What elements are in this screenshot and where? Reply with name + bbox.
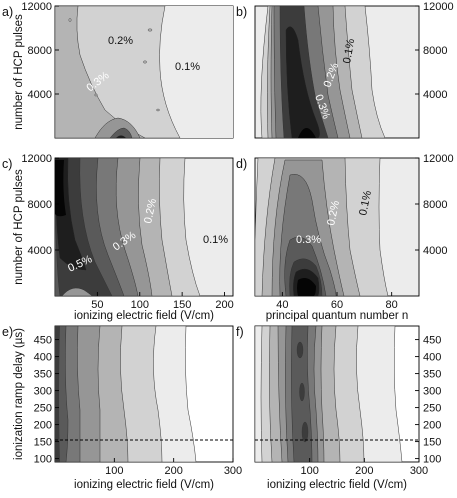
panel-d-letter: d) xyxy=(236,157,247,171)
panel-0-ytick-label-0: 4000 xyxy=(28,89,52,101)
panel-4-ytick-label-5: 350 xyxy=(34,369,52,381)
panel-b-letter: b) xyxy=(236,5,247,19)
panel-2-ytick-label-1: 8000 xyxy=(28,199,52,211)
panel-3-xtick-label-2: 80 xyxy=(386,299,398,311)
panel-a-ylabel: number of HCP pulses xyxy=(13,14,25,130)
panel-4-xtick-label-1: 200 xyxy=(164,465,182,477)
panel-a-level-5 xyxy=(109,127,133,138)
panel-4-xtick-label-0: 100 xyxy=(105,465,123,477)
panel-c-ylabel: number of HCP pulses xyxy=(13,169,25,285)
panel-2-xtick-label-3: 200 xyxy=(215,299,233,311)
panel-1-ytick-label-0: 4000 xyxy=(423,89,447,101)
panel-4-ytick-label-0: 100 xyxy=(34,454,52,466)
panel-e xyxy=(54,325,234,463)
panel-a-letter: a) xyxy=(2,5,13,19)
panel-f-contours xyxy=(255,326,403,462)
panel-5-ytick-label-5: 350 xyxy=(423,369,441,381)
panel-5-xtick-label-1: 200 xyxy=(355,465,373,477)
panel-4-ytick-label-6: 400 xyxy=(34,352,52,364)
panel-0-ytick-label-1: 8000 xyxy=(28,45,52,57)
panel-b-level-8 xyxy=(298,128,316,138)
axis-ticks: 4000 8000 12000 4000 8000 12000 4000 8000 12000 5… xyxy=(21,1,453,477)
panel-b xyxy=(254,5,420,139)
panel-c-xlabel: ionizing electric field (V/cm) xyxy=(74,310,214,322)
panel-e-xlabel: ionizing electric field (V/cm) xyxy=(74,479,214,491)
panel-1-ytick-label-2: 12000 xyxy=(423,1,454,13)
panel-d xyxy=(254,157,420,297)
panel-5-ytick-label-1: 150 xyxy=(423,437,441,449)
panel-b-contour-label-1: 0.1% xyxy=(341,38,357,65)
panel-c-contour-label-1: 0.2% xyxy=(142,197,159,224)
panel-4-xtick-label-2: 300 xyxy=(224,465,242,477)
panel-2-ytick-label-2: 12000 xyxy=(21,153,52,165)
panel-0-ytick-label-2: 12000 xyxy=(21,1,52,13)
panel-f-letter: f) xyxy=(236,325,244,339)
panel-5-ytick-label-2: 200 xyxy=(423,420,441,432)
panel-3-ytick-label-1: 8000 xyxy=(423,199,447,211)
panel-2-xtick-label-0: 50 xyxy=(91,299,103,311)
panel-1-ytick-label-1: 8000 xyxy=(423,45,447,57)
panel-c-level-9 xyxy=(55,160,66,217)
panel-f-dark-spots xyxy=(296,341,309,443)
panel-2-ytick-label-0: 4000 xyxy=(28,245,52,257)
panel-a-noise xyxy=(68,18,160,112)
panel-a-contour-label-1: 0.2% xyxy=(108,35,133,47)
panel-d-contour-label-2: 0.1% xyxy=(357,189,374,216)
panel-4-ytick-label-7: 450 xyxy=(34,335,52,347)
panel-c-letter: c) xyxy=(2,157,12,171)
panel-3-xtick-label-1: 60 xyxy=(331,299,343,311)
panel-4-ytick-label-2: 200 xyxy=(34,420,52,432)
panel-e-level-7 xyxy=(55,326,60,462)
panel-3-xtick-label-0: 40 xyxy=(276,299,288,311)
panel-b-level-7 xyxy=(285,26,320,138)
panel-5-ytick-label-0: 100 xyxy=(423,454,441,466)
panel-f xyxy=(254,325,420,463)
panel-5-xtick-label-2: 300 xyxy=(410,465,428,477)
panel-c xyxy=(54,157,234,297)
panel-e-contours xyxy=(55,326,197,462)
panel-e-ylabel: ionization ramp delay (µs) xyxy=(13,328,25,460)
panel-4-ytick-label-4: 300 xyxy=(34,386,52,398)
panel-a xyxy=(54,5,234,139)
panel-2-xtick-label-1: 100 xyxy=(131,299,149,311)
panel-f-xlabel: ionizing electric field (V/cm) xyxy=(267,479,407,491)
panel-5-ytick-label-3: 250 xyxy=(423,403,441,415)
panel-5-ytick-label-7: 450 xyxy=(423,335,441,347)
panel-d-level-9 xyxy=(297,278,316,296)
panel-a-contour-label-2: 0.1% xyxy=(175,61,200,73)
panel-5-ytick-label-6: 400 xyxy=(423,352,441,364)
panel-c-contours xyxy=(55,158,201,296)
panel-e-letter: e) xyxy=(2,325,13,339)
panel-b-contours xyxy=(260,6,386,138)
panel-5-ytick-label-4: 300 xyxy=(423,386,441,398)
panel-a-contours xyxy=(55,6,233,138)
panel-4-ytick-label-1: 150 xyxy=(34,437,52,449)
panel-5-xtick-label-0: 100 xyxy=(300,465,318,477)
panel-3-ytick-label-2: 12000 xyxy=(423,153,454,165)
panel-c-bottom-light xyxy=(61,287,93,296)
panel-3-ytick-label-0: 4000 xyxy=(423,245,447,257)
panel-4-ytick-label-3: 250 xyxy=(34,403,52,415)
panel-2-xtick-label-2: 150 xyxy=(173,299,191,311)
panel-a-level-6 xyxy=(116,135,126,138)
panel-d-contours xyxy=(255,158,389,296)
panel-d-contour-label-1: 0.2% xyxy=(325,199,342,226)
panel-d-contour-label-3: 0.3% xyxy=(296,234,321,246)
panel-c-contour-label-4: 0.1% xyxy=(203,234,228,246)
panel-d-xlabel: principal quantum number n xyxy=(266,310,409,322)
